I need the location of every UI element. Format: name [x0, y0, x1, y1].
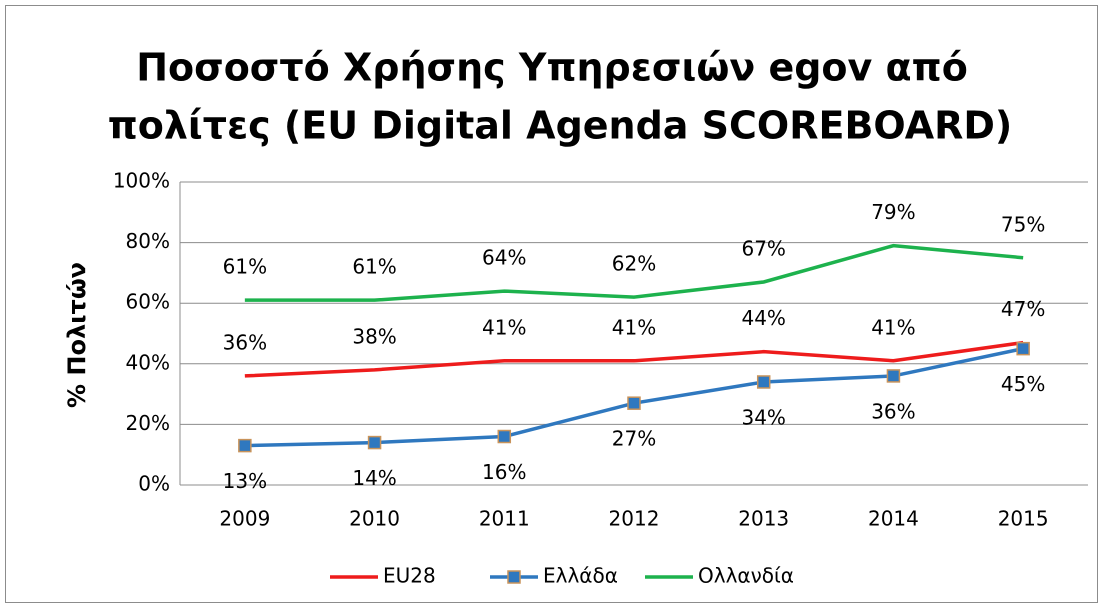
marker	[886, 369, 901, 383]
data-label: 75%	[1001, 212, 1045, 236]
data-label: 38%	[352, 324, 396, 348]
x-tick-label: 2013	[738, 507, 789, 531]
legend-label: Ολλανδία	[698, 564, 794, 588]
series-line	[244, 243, 1024, 302]
data-label: 67%	[741, 236, 785, 260]
y-tick-label: 20%	[126, 411, 170, 435]
series-line	[244, 340, 1024, 378]
data-label: 62%	[612, 252, 656, 276]
legend-label: EU28	[383, 564, 436, 588]
chart-border	[5, 5, 1098, 603]
y-tick-label: 40%	[126, 350, 170, 374]
x-tick-label: 2014	[868, 507, 919, 531]
marker	[756, 375, 771, 389]
data-label: 36%	[871, 399, 915, 423]
y-axis-label: % Πολιτών	[63, 262, 91, 408]
marker	[497, 429, 512, 444]
data-label: 47%	[1001, 297, 1045, 321]
x-tick-label: 2015	[998, 507, 1049, 531]
data-label: 45%	[1001, 372, 1045, 396]
data-label: 61%	[223, 255, 267, 279]
data-label: 41%	[612, 315, 656, 339]
data-label: 27%	[612, 427, 656, 451]
x-tick-label: 2010	[349, 507, 400, 531]
y-tick-label: 60%	[126, 290, 170, 314]
data-label: 13%	[223, 469, 267, 493]
x-tick-label: 2011	[479, 507, 530, 531]
data-label: 34%	[741, 405, 785, 429]
data-label: 79%	[871, 200, 915, 224]
marker	[627, 396, 641, 410]
legend-label: Ελλάδα	[543, 564, 618, 588]
marker	[1016, 341, 1030, 356]
chart-title: Ποσοστό Χρήσης Υπηρεσιών egov από	[136, 46, 968, 90]
data-label: 41%	[482, 315, 526, 339]
y-tick-label: 100%	[113, 169, 170, 193]
data-label: 41%	[871, 315, 915, 339]
y-tick-label: 0%	[138, 472, 170, 496]
legend-marker	[507, 570, 521, 584]
data-label: 64%	[482, 246, 526, 270]
chart-title: πολίτες (EU Digital Agenda SCOREBOARD)	[108, 104, 1013, 148]
marker	[367, 435, 382, 450]
data-label: 44%	[741, 306, 785, 330]
data-label: 16%	[482, 460, 526, 484]
x-tick-label: 2009	[219, 507, 270, 531]
x-tick-label: 2012	[609, 507, 660, 531]
marker	[238, 438, 252, 453]
data-label: 61%	[352, 255, 396, 279]
data-label: 14%	[352, 466, 396, 490]
data-label: 36%	[223, 330, 267, 354]
y-tick-label: 80%	[126, 229, 170, 253]
